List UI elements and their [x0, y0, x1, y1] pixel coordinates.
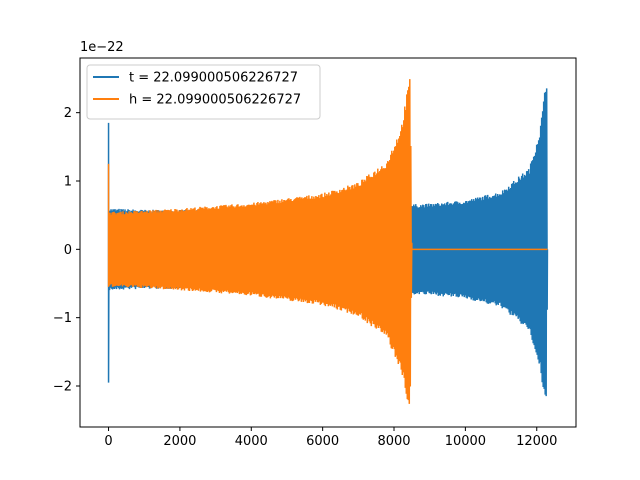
- legend-entry: t = 22.099000506226727: [129, 71, 298, 86]
- series-line-2: [107, 79, 548, 404]
- x-tick-label: 12000: [516, 434, 557, 449]
- legend: t = 22.099000506226727 h = 22.09900050622…: [86, 64, 321, 120]
- y-tick-label: −2: [53, 380, 72, 395]
- x-tick-label: 6000: [306, 434, 339, 449]
- plot-frame: [79, 57, 577, 428]
- legend-entry: h = 22.099000506226727: [129, 93, 301, 108]
- y-offset-label: 1e−22: [80, 40, 124, 55]
- x-tick-label: 4000: [235, 434, 268, 449]
- series-layer: [107, 79, 549, 404]
- y-tick-label: 1: [64, 175, 72, 190]
- y-tick-label: 2: [64, 106, 72, 121]
- legend-box: [86, 64, 321, 120]
- x-tick-label: 8000: [377, 434, 410, 449]
- y-tick-label: 0: [64, 243, 72, 258]
- y-tick-label: −1: [53, 311, 72, 326]
- x-tick-label: 10000: [445, 434, 486, 449]
- x-tick-label: 0: [104, 434, 112, 449]
- y-axis: −2 −1 0 1 2: [53, 106, 80, 395]
- x-tick-label: 2000: [163, 434, 196, 449]
- x-axis: 0 2000 4000 6000 8000 10000 12000: [104, 427, 557, 449]
